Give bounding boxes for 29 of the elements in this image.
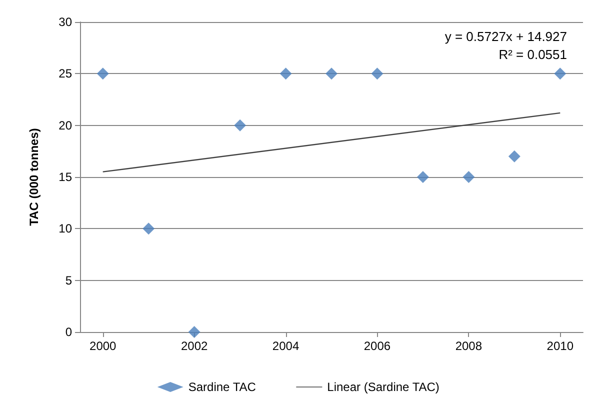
point [188, 326, 200, 338]
x-tick-label: 2006 [364, 339, 391, 353]
y-axis-title: TAC (000 tonnes) [27, 128, 41, 226]
point [280, 68, 292, 80]
x-tick-label: 2002 [180, 339, 208, 353]
point [234, 119, 246, 132]
point [508, 150, 520, 162]
x-tick-label: 2010 [546, 339, 574, 353]
y-tick-label: 5 [65, 273, 72, 288]
x-tick-label: 2008 [455, 339, 482, 353]
point [462, 171, 475, 183]
x-tick-label: 2004 [272, 339, 300, 353]
y-tick-label: 20 [58, 118, 72, 132]
point [416, 171, 429, 183]
x-tick-label: 2000 [90, 339, 117, 353]
annotation: y = 0.5727x + 14.927 [444, 29, 567, 44]
y-tick-label: 30 [58, 15, 72, 29]
point [142, 222, 155, 235]
annotation: R² = 0.0551 [498, 47, 567, 62]
legend-label: Sardine TAC [188, 380, 256, 394]
y-tick-label: 15 [58, 170, 72, 184]
point [554, 68, 566, 80]
y-tick-label: 25 [58, 66, 72, 81]
y-tick-label: 10 [58, 222, 72, 236]
point [326, 68, 338, 80]
legend-label: Linear (Sardine TAC) [327, 380, 440, 394]
point [96, 68, 109, 80]
point [371, 68, 384, 80]
y-tick-label: 0 [65, 325, 72, 339]
